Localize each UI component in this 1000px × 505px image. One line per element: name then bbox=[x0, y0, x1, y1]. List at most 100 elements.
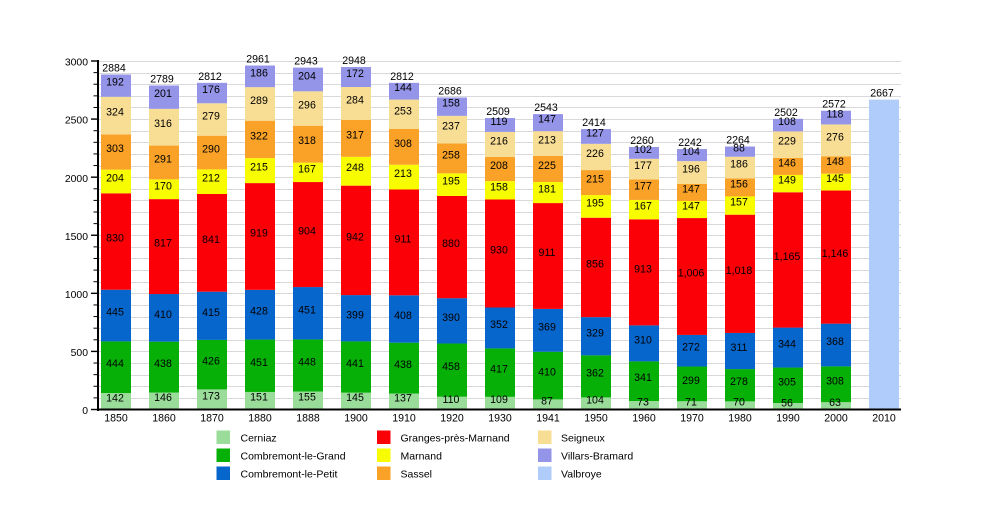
svg-text:2572: 2572 bbox=[822, 99, 846, 111]
svg-text:155: 155 bbox=[298, 392, 316, 404]
svg-text:145: 145 bbox=[826, 173, 844, 185]
svg-text:279: 279 bbox=[202, 110, 220, 122]
svg-text:1,018: 1,018 bbox=[726, 265, 753, 277]
svg-text:1500: 1500 bbox=[65, 232, 88, 243]
svg-text:215: 215 bbox=[586, 174, 604, 186]
svg-text:195: 195 bbox=[586, 197, 604, 209]
svg-text:73: 73 bbox=[637, 396, 649, 408]
svg-text:1850: 1850 bbox=[104, 413, 128, 425]
svg-text:880: 880 bbox=[442, 238, 460, 250]
svg-text:911: 911 bbox=[539, 247, 556, 259]
svg-text:2000: 2000 bbox=[65, 174, 88, 185]
svg-text:1990: 1990 bbox=[776, 413, 800, 425]
svg-text:176: 176 bbox=[202, 84, 220, 96]
svg-text:310: 310 bbox=[634, 334, 652, 346]
svg-text:201: 201 bbox=[154, 88, 172, 100]
svg-text:290: 290 bbox=[202, 144, 220, 156]
svg-text:216: 216 bbox=[490, 135, 508, 147]
svg-text:368: 368 bbox=[826, 336, 844, 348]
svg-text:291: 291 bbox=[154, 153, 172, 165]
svg-text:56: 56 bbox=[781, 397, 793, 409]
svg-text:317: 317 bbox=[346, 129, 364, 141]
svg-text:2789: 2789 bbox=[150, 74, 174, 86]
svg-text:1970: 1970 bbox=[680, 413, 704, 425]
svg-text:173: 173 bbox=[202, 390, 220, 402]
svg-text:2502: 2502 bbox=[774, 107, 798, 119]
svg-text:Villars-Bramard: Villars-Bramard bbox=[561, 451, 633, 463]
svg-text:369: 369 bbox=[538, 321, 556, 333]
svg-text:284: 284 bbox=[346, 95, 364, 107]
svg-text:1,006: 1,006 bbox=[678, 267, 705, 279]
svg-text:225: 225 bbox=[538, 160, 556, 172]
svg-text:1920: 1920 bbox=[440, 413, 464, 425]
svg-text:930: 930 bbox=[490, 244, 508, 256]
svg-text:108: 108 bbox=[778, 116, 796, 128]
svg-text:296: 296 bbox=[298, 100, 316, 112]
svg-text:2000: 2000 bbox=[824, 413, 848, 425]
svg-text:146: 146 bbox=[154, 392, 172, 404]
svg-text:451: 451 bbox=[250, 357, 268, 369]
svg-text:186: 186 bbox=[250, 67, 268, 79]
svg-text:390: 390 bbox=[442, 312, 460, 324]
svg-text:226: 226 bbox=[586, 148, 604, 160]
svg-text:311: 311 bbox=[731, 342, 748, 354]
svg-text:1870: 1870 bbox=[200, 413, 224, 425]
svg-text:408: 408 bbox=[394, 310, 412, 322]
svg-text:2943: 2943 bbox=[294, 56, 318, 68]
svg-text:110: 110 bbox=[443, 394, 460, 406]
svg-text:147: 147 bbox=[682, 183, 700, 195]
svg-text:156: 156 bbox=[730, 178, 748, 190]
svg-text:1910: 1910 bbox=[392, 413, 416, 425]
svg-text:2264: 2264 bbox=[726, 135, 750, 147]
svg-text:2812: 2812 bbox=[198, 71, 222, 83]
svg-text:272: 272 bbox=[682, 342, 700, 354]
svg-text:2010: 2010 bbox=[872, 413, 896, 425]
svg-text:1,165: 1,165 bbox=[774, 251, 801, 263]
svg-text:145: 145 bbox=[346, 392, 364, 404]
svg-text:104: 104 bbox=[682, 146, 700, 158]
svg-text:299: 299 bbox=[682, 375, 700, 387]
svg-text:192: 192 bbox=[106, 77, 124, 89]
svg-text:1888: 1888 bbox=[296, 413, 320, 425]
svg-text:146: 146 bbox=[778, 157, 796, 169]
svg-text:341: 341 bbox=[634, 372, 652, 384]
svg-text:322: 322 bbox=[250, 130, 268, 142]
svg-text:2242: 2242 bbox=[678, 137, 702, 149]
svg-text:204: 204 bbox=[106, 172, 124, 184]
svg-text:172: 172 bbox=[346, 68, 364, 80]
svg-text:441: 441 bbox=[346, 358, 364, 370]
svg-text:445: 445 bbox=[106, 307, 124, 319]
svg-text:177: 177 bbox=[634, 160, 652, 172]
svg-text:Marnand: Marnand bbox=[401, 451, 443, 463]
svg-text:109: 109 bbox=[490, 394, 508, 406]
svg-text:142: 142 bbox=[106, 392, 124, 404]
svg-text:942: 942 bbox=[346, 231, 364, 243]
svg-text:167: 167 bbox=[298, 163, 316, 175]
svg-text:451: 451 bbox=[298, 304, 316, 316]
svg-text:196: 196 bbox=[682, 164, 700, 176]
svg-text:1,146: 1,146 bbox=[822, 248, 849, 260]
svg-text:2686: 2686 bbox=[438, 85, 462, 97]
svg-text:1950: 1950 bbox=[584, 413, 608, 425]
svg-text:303: 303 bbox=[106, 143, 124, 155]
svg-text:1860: 1860 bbox=[152, 413, 176, 425]
svg-text:410: 410 bbox=[538, 367, 556, 379]
svg-text:344: 344 bbox=[778, 339, 796, 351]
svg-text:324: 324 bbox=[106, 107, 124, 119]
svg-text:399: 399 bbox=[346, 309, 364, 321]
svg-text:71: 71 bbox=[685, 396, 697, 408]
svg-text:Cerniaz: Cerniaz bbox=[241, 433, 277, 445]
svg-text:913: 913 bbox=[634, 263, 652, 275]
svg-text:426: 426 bbox=[202, 356, 220, 368]
svg-text:127: 127 bbox=[586, 127, 604, 139]
svg-text:253: 253 bbox=[394, 105, 412, 117]
svg-text:500: 500 bbox=[71, 348, 89, 359]
svg-text:119: 119 bbox=[491, 116, 508, 128]
svg-text:248: 248 bbox=[346, 162, 364, 174]
svg-text:Seigneux: Seigneux bbox=[561, 433, 606, 445]
svg-text:0: 0 bbox=[82, 406, 88, 417]
svg-text:181: 181 bbox=[538, 184, 556, 196]
svg-text:1880: 1880 bbox=[248, 413, 272, 425]
svg-text:919: 919 bbox=[250, 227, 268, 239]
svg-text:229: 229 bbox=[778, 136, 796, 148]
